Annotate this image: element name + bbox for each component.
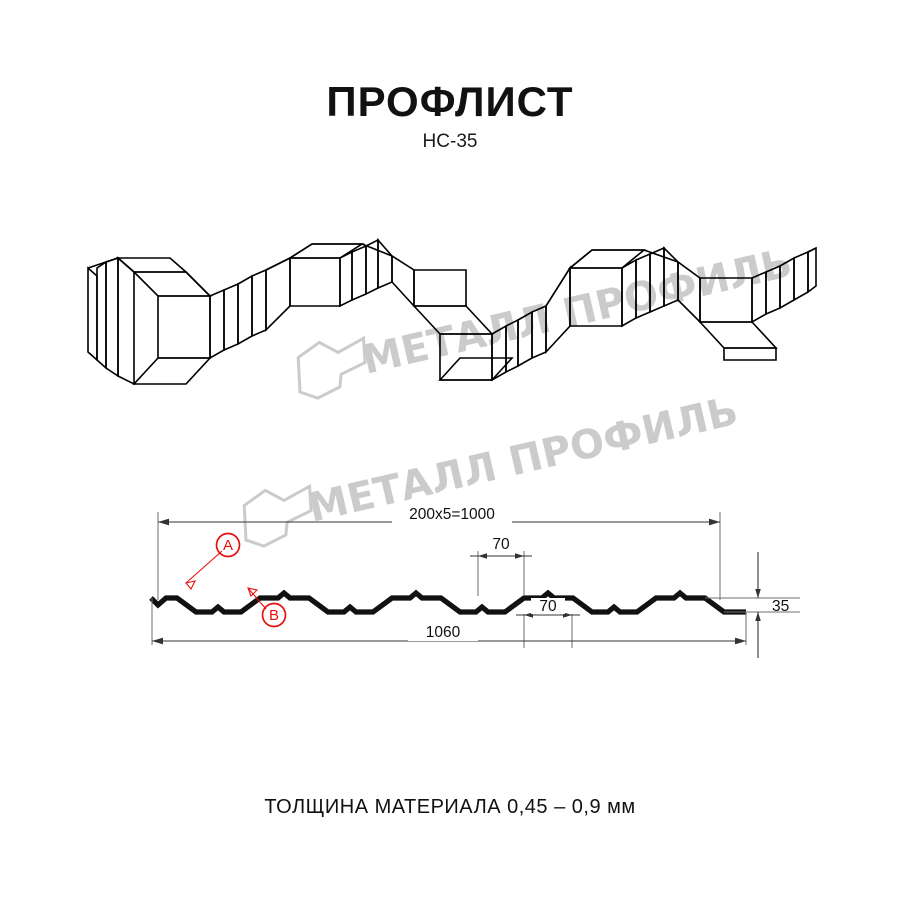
callout-a: A	[184, 532, 241, 590]
dimension-pitch-total-label: 200x5=1000	[409, 506, 495, 523]
isometric-sheet-view	[87, 237, 817, 386]
callout-a-label: A	[223, 537, 233, 554]
cross-section-view: 200x5=1000 70 70	[149, 506, 800, 658]
page-title: ПРОФЛИСТ	[326, 78, 574, 125]
callout-b-label: B	[269, 607, 279, 624]
dimension-pitch-total: 200x5=1000	[157, 506, 721, 600]
dimension-valley-width: 70	[516, 598, 580, 648]
dimension-crest-width: 70	[470, 536, 532, 596]
material-thickness-note: ТОЛЩИНА МАТЕРИАЛА 0,45 – 0,9 мм	[264, 796, 636, 818]
dimension-height: 35	[705, 552, 800, 658]
dimension-valley-width-label: 70	[539, 598, 557, 615]
watermark-bottom: МЕТАЛЛ ПРОФИЛЬ	[242, 388, 742, 548]
dimension-overall-width-label: 1060	[426, 624, 461, 641]
product-code: НС-35	[422, 131, 478, 152]
dimension-overall-width: 1060	[151, 598, 747, 645]
watermark-bottom-text: МЕТАЛЛ ПРОФИЛЬ	[304, 388, 742, 532]
dimension-crest-width-label: 70	[492, 536, 510, 553]
callout-b: B	[247, 587, 287, 628]
dimension-height-label: 35	[772, 598, 789, 615]
profile-outline	[149, 589, 746, 615]
